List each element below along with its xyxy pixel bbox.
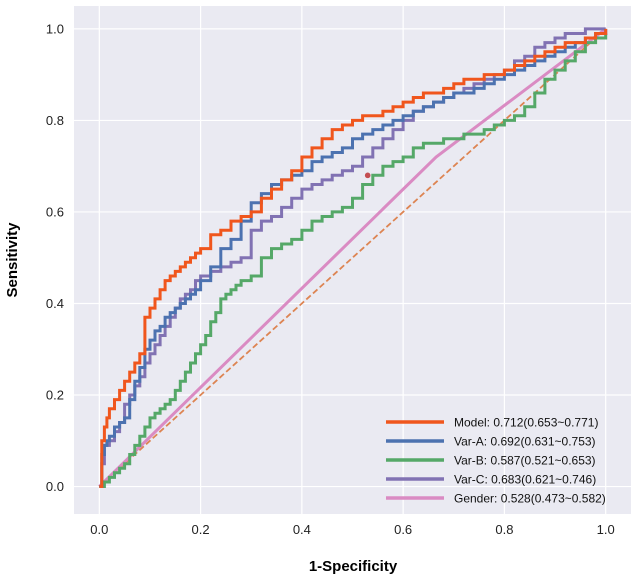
legend-label-var-b: Var-B: 0.587(0.521~0.653)	[454, 454, 596, 468]
roc-curve-gender	[98, 27, 607, 488]
y-axis-title: Sensitivity	[4, 222, 21, 298]
y-tick-labels: 0.0 0.2 0.4 0.6 0.8 1.0	[46, 21, 64, 494]
legend: Model: 0.712(0.653~0.771) Var-A: 0.692(0.…	[386, 416, 606, 506]
y-tick-label: 0.8	[46, 113, 64, 128]
y-tick-label: 0.4	[46, 296, 64, 311]
x-axis-title: 1-Specificity	[309, 558, 398, 575]
x-tick-label: 1.0	[597, 522, 615, 537]
x-tick-label: 0.2	[192, 522, 210, 537]
x-tick-label: 0.0	[90, 522, 108, 537]
x-tick-labels: 0.0 0.2 0.4 0.6 0.8 1.0	[90, 522, 614, 537]
plot-background	[74, 6, 631, 514]
x-tick-label: 0.8	[495, 522, 513, 537]
y-tick-label: 0.2	[46, 388, 64, 403]
watermark-logo: 知乎 @统计学学习	[503, 542, 620, 558]
roc-curves	[98, 27, 608, 488]
y-tick-label: 0.6	[46, 204, 64, 219]
cutoff-marker	[364, 172, 371, 179]
reference-diagonal-line	[98, 28, 607, 488]
legend-label-gender: Gender: 0.528(0.473~0.582)	[454, 492, 606, 506]
y-tick-label: 1.0	[46, 21, 64, 36]
legend-label-var-a: Var-A: 0.692(0.631~0.753)	[454, 435, 596, 449]
legend-label-var-c: Var-C: 0.683(0.621~0.746)	[454, 473, 596, 487]
x-tick-label: 0.6	[394, 522, 412, 537]
roc-curve-model	[99, 28, 608, 488]
roc-curve-var-b	[99, 33, 608, 488]
legend-label-model: Model: 0.712(0.653~0.771)	[454, 416, 598, 430]
x-tick-label: 0.4	[293, 522, 311, 537]
y-tick-label: 0.0	[46, 479, 64, 494]
